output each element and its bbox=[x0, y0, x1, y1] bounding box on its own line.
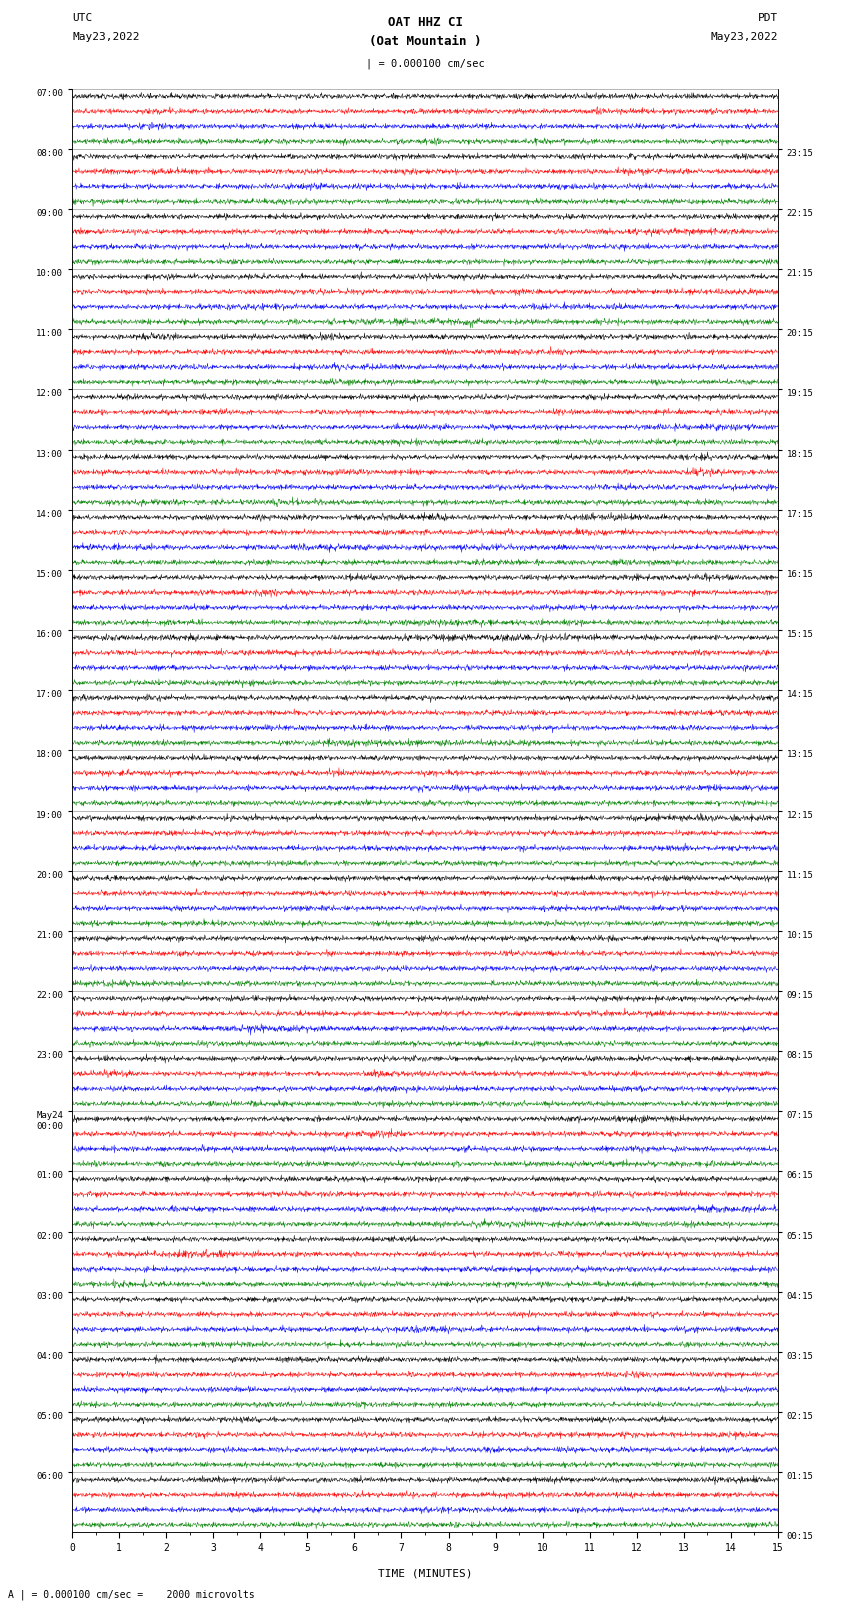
Text: | = 0.000100 cm/sec: | = 0.000100 cm/sec bbox=[366, 58, 484, 69]
Text: A | = 0.000100 cm/sec =    2000 microvolts: A | = 0.000100 cm/sec = 2000 microvolts bbox=[8, 1589, 255, 1600]
Text: PDT: PDT bbox=[757, 13, 778, 23]
Text: UTC: UTC bbox=[72, 13, 93, 23]
Text: OAT HHZ CI: OAT HHZ CI bbox=[388, 16, 462, 29]
Text: (Oat Mountain ): (Oat Mountain ) bbox=[369, 35, 481, 48]
Text: TIME (MINUTES): TIME (MINUTES) bbox=[377, 1568, 473, 1579]
Text: May23,2022: May23,2022 bbox=[711, 32, 778, 42]
Text: May23,2022: May23,2022 bbox=[72, 32, 139, 42]
